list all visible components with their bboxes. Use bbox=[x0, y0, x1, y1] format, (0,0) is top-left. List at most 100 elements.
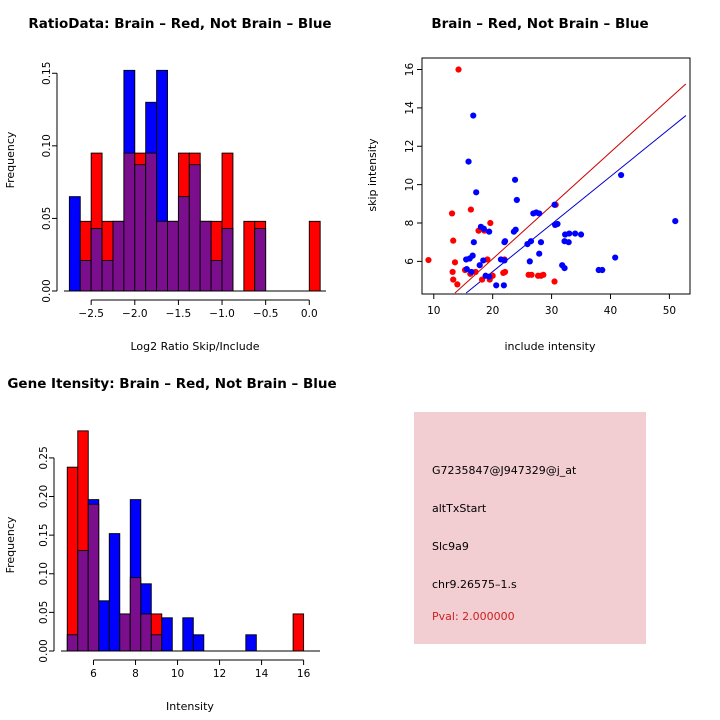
scatter-point bbox=[551, 278, 558, 285]
y-tick-label: 16 bbox=[404, 63, 416, 77]
fit-line bbox=[465, 115, 687, 294]
scatter-point bbox=[487, 219, 494, 227]
histogram-bar-overlap bbox=[221, 228, 234, 292]
x-tick-label: −1.0 bbox=[209, 308, 235, 320]
x-tick-label: 0.0 bbox=[301, 308, 318, 320]
scatter-point bbox=[566, 230, 573, 237]
histogram-bar bbox=[243, 220, 256, 292]
histogram-bar-overlap bbox=[145, 152, 158, 292]
scatter-point bbox=[493, 282, 500, 289]
y-tick-label: 8 bbox=[404, 220, 416, 227]
histogram-bar-overlap bbox=[66, 634, 79, 652]
y-tick-label: 0.05 bbox=[38, 601, 50, 624]
plot-frame bbox=[421, 57, 691, 295]
event-type-label: altTxStart bbox=[432, 502, 487, 515]
scatter-point bbox=[463, 265, 470, 273]
scatter-point bbox=[473, 189, 480, 196]
panel-intensity-scatter: Brain – Red, Not Brain – Blue skip inten… bbox=[360, 0, 720, 360]
ratio-histogram-xlabel: Log2 Ratio Skip/Include bbox=[130, 340, 259, 353]
scatter-point bbox=[465, 158, 472, 165]
y-tick-label: 0.15 bbox=[38, 523, 50, 546]
histogram-bar bbox=[161, 617, 173, 652]
histogram-bar bbox=[108, 533, 121, 652]
scatter-point bbox=[526, 258, 533, 265]
scatter-point bbox=[551, 201, 558, 208]
histogram-bar-overlap bbox=[150, 634, 163, 652]
histogram-bar-overlap bbox=[254, 228, 267, 292]
histogram-bar bbox=[308, 220, 321, 292]
x-tick-label: 40 bbox=[604, 305, 617, 317]
x-tick-label: −0.5 bbox=[253, 308, 279, 320]
scatter-point bbox=[476, 262, 483, 269]
scatter-point bbox=[501, 238, 509, 245]
histogram-bar-overlap bbox=[77, 550, 89, 652]
locus-label: chr9.26575–1.s bbox=[432, 578, 517, 591]
y-tick-label: 0.15 bbox=[41, 62, 53, 85]
y-tick-label: 12 bbox=[404, 140, 416, 153]
x-tick-label: 14 bbox=[255, 668, 269, 680]
scatter-point bbox=[511, 176, 519, 183]
scatter-title: Brain – Red, Not Brain – Blue bbox=[431, 16, 648, 32]
histogram-bar bbox=[192, 634, 205, 652]
pval-label: Pval: 2.000000 bbox=[432, 610, 515, 623]
histogram-bar-overlap bbox=[210, 260, 223, 292]
y-tick-label: 0.10 bbox=[41, 134, 53, 157]
histogram-bar-overlap bbox=[112, 220, 125, 292]
scatter-point bbox=[450, 237, 457, 244]
scatter-point bbox=[599, 266, 606, 274]
gene-symbol-label: Slc9a9 bbox=[432, 540, 469, 553]
histogram-bar-overlap bbox=[90, 228, 103, 292]
ratio-histogram-axes: 0.00 0.05 0.10 0.15 −2.5 −2.0 −1.5 −1.0 −0.5 0.0 bbox=[41, 62, 326, 320]
y-tick-label: 0.20 bbox=[38, 485, 50, 508]
x-tick-label: 10 bbox=[427, 305, 440, 317]
histogram-bar-overlap bbox=[167, 220, 179, 292]
gene-histogram-ylabel: Frequency bbox=[4, 516, 17, 573]
intensity-scatter-svg: Brain – Red, Not Brain – Blue skip inten… bbox=[366, 16, 691, 353]
panel-gene-histogram: Gene Itensity: Brain – Red, Not Brain – … bbox=[0, 360, 360, 720]
x-tick-label: 10 bbox=[171, 668, 184, 680]
scatter-point bbox=[470, 112, 477, 119]
scatter-point bbox=[612, 254, 619, 261]
scatter-point bbox=[500, 282, 507, 289]
scatter-axes: 6 8 10 12 14 16 10 20 30 40 50 bbox=[404, 57, 691, 317]
x-tick-label: 50 bbox=[663, 305, 676, 317]
scatter-point bbox=[572, 230, 579, 237]
x-tick-label: −1.5 bbox=[166, 308, 192, 320]
histogram-bar-overlap bbox=[123, 152, 136, 292]
scatter-point bbox=[672, 217, 679, 225]
gene-histogram-xlabel: Intensity bbox=[166, 700, 214, 713]
histogram-bar-overlap bbox=[129, 577, 142, 652]
scatter-point bbox=[513, 196, 520, 204]
gene-histogram-bars bbox=[66, 430, 305, 652]
histogram-bar-overlap bbox=[87, 503, 100, 652]
histogram-bar bbox=[66, 466, 79, 652]
scatter-point bbox=[470, 239, 477, 246]
x-tick-label: 6 bbox=[90, 668, 97, 680]
x-tick-label: 30 bbox=[545, 305, 558, 317]
gene-histogram-title: Gene Itensity: Brain – Red, Not Brain – … bbox=[7, 376, 336, 392]
ratio-histogram-svg: RatioData: Brain – Red, Not Brain – Blue… bbox=[4, 16, 332, 353]
histogram-bar bbox=[292, 613, 305, 652]
scatter-point bbox=[537, 239, 545, 246]
scatter-point bbox=[449, 268, 456, 276]
x-tick-label: −2.0 bbox=[122, 308, 148, 320]
scatter-point bbox=[451, 259, 459, 266]
scatter-xlabel: include intensity bbox=[504, 340, 596, 353]
scatter-point bbox=[536, 210, 543, 217]
histogram-bar bbox=[245, 634, 257, 652]
scatter-point bbox=[486, 228, 493, 235]
scatter-points bbox=[425, 66, 679, 289]
histogram-bar-overlap bbox=[119, 613, 131, 652]
ratio-histogram-bars bbox=[68, 69, 321, 292]
scatter-point bbox=[501, 268, 509, 276]
histogram-bar-overlap bbox=[199, 220, 212, 292]
y-tick-label: 14 bbox=[404, 101, 416, 115]
ratio-histogram-ylabel: Frequency bbox=[4, 131, 17, 188]
histogram-bar-overlap bbox=[79, 260, 92, 292]
scatter-point bbox=[448, 210, 456, 217]
panel-ratio-histogram: RatioData: Brain – Red, Not Brain – Blue… bbox=[0, 0, 360, 360]
scatter-point bbox=[577, 231, 585, 238]
scatter-point bbox=[480, 257, 487, 264]
ratio-histogram-title: RatioData: Brain – Red, Not Brain – Blue bbox=[28, 16, 331, 32]
